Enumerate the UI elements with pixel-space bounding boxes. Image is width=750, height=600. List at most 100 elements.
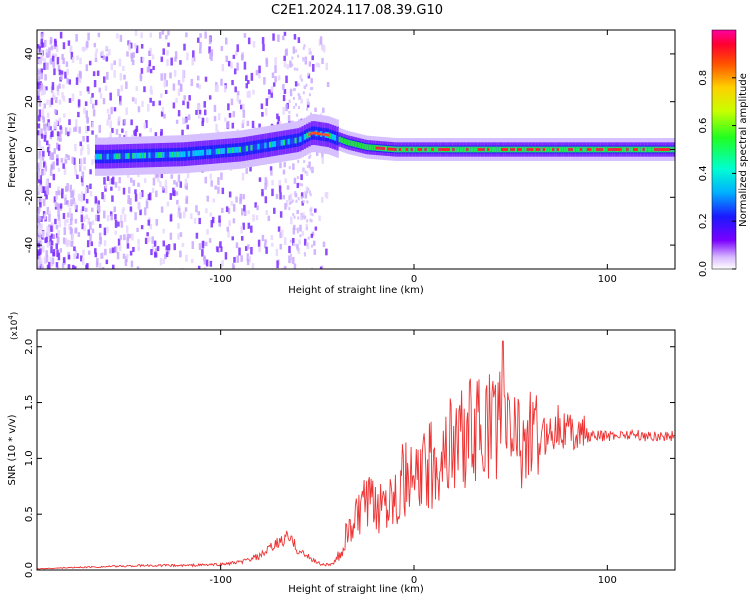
spectrogram-cell (605, 146, 608, 153)
spectrogram-noise-cell (130, 119, 133, 126)
spectrogram-noise-cell (232, 111, 236, 118)
spectrogram-noise-cell (37, 167, 40, 175)
spectrogram-noise-cell (92, 103, 95, 109)
spectrogram-noise-cell (49, 126, 52, 131)
spectrogram-noise-cell (208, 238, 212, 243)
spectrogram-noise-cell (105, 56, 108, 62)
spectrogram-noise-cell (42, 150, 45, 158)
spectrogram-noise-cell (261, 37, 265, 45)
spectrogram-noise-cell (228, 112, 232, 118)
spectrogram-cell (238, 146, 242, 153)
spectrogram-cell (231, 147, 235, 154)
spectrogram-noise-cell (270, 170, 273, 176)
spectrogram-noise-cell (52, 173, 56, 181)
spectrogram-noise-cell (303, 216, 306, 220)
spectrogram-cell (320, 132, 323, 136)
spectrogram-noise-cell (44, 130, 47, 139)
spectrogram-noise-cell (264, 196, 268, 204)
spectrogram-noise-cell (308, 161, 311, 169)
spectrogram-noise-cell (279, 162, 282, 169)
spectrogram-noise-cell (40, 68, 44, 74)
spectrogram-noise-cell (51, 130, 54, 137)
spectrogram-noise-cell (39, 162, 43, 170)
spectrogram-noise-cell (165, 245, 169, 251)
spectrogram-cell (322, 133, 325, 136)
spectrogram-noise-cell (291, 63, 294, 67)
spectrogram-noise-cell (184, 117, 187, 124)
spectrogram-noise-cell (152, 100, 155, 107)
spectrogram-noise-cell (303, 85, 306, 89)
spectrogram-noise-cell (97, 214, 100, 222)
spectrogram-cell (171, 151, 175, 158)
spectrogram-noise-cell (71, 190, 75, 198)
spectrogram-noise-cell (169, 232, 173, 240)
spectrogram-noise-cell (37, 141, 41, 148)
spectrogram-noise-cell (158, 100, 162, 106)
spectrogram-cell (593, 146, 597, 153)
spectrogram-cell (556, 148, 560, 151)
spectrogram-noise-cell (209, 173, 213, 180)
spectrogram-noise-cell (86, 268, 90, 269)
spectrogram-noise-cell (38, 84, 41, 92)
spectrogram-noise-cell (320, 197, 324, 203)
colorbar-tick-label: 0.6 (698, 118, 709, 134)
spectrogram-noise-cell (137, 245, 141, 251)
spectrogram-noise-cell (323, 45, 326, 53)
spectrogram-noise-cell (50, 246, 53, 254)
spectrogram-noise-cell (164, 253, 167, 260)
spectrogram-noise-cell (91, 93, 94, 98)
spectrogram-panel: -100 0 100 -40 -20 0 20 40 Height of straight l… (7, 29, 676, 296)
spectrogram-noise-cell (312, 63, 315, 72)
spectrogram-cell (475, 146, 479, 153)
spectrogram-noise-cell (48, 182, 51, 188)
spectrogram-noise-cell (283, 55, 286, 61)
spectrogram-noise-cell (302, 46, 305, 50)
spectrogram-cell (104, 153, 107, 160)
spectrogram-noise-cell (242, 119, 245, 124)
spectrogram-noise-cell (185, 195, 189, 204)
spectrogram-noise-cell (295, 103, 298, 107)
spectrogram-noise-cell (121, 209, 125, 215)
spectrogram-noise-cell (277, 75, 281, 81)
spectrogram-noise-cell (209, 260, 213, 267)
spectrogram-noise-cell (37, 175, 41, 184)
spectrogram-noise-cell (258, 246, 261, 253)
spectrogram-noise-cell (220, 246, 223, 252)
spectrogram-cell (234, 147, 237, 153)
spectrogram-noise-cell (87, 217, 90, 225)
spectrogram-noise-cell (77, 73, 80, 82)
spectrogram-cell (153, 152, 156, 159)
spectrogram-noise-cell (61, 54, 64, 60)
spectrogram-noise-cell (47, 125, 51, 131)
spectrogram-noise-cell (38, 227, 41, 236)
spectrogram-noise-cell (64, 194, 67, 199)
spectrogram-noise-cell (41, 263, 44, 269)
spectrogram-noise-cell (52, 249, 56, 257)
spectrogram-noise-cell (79, 141, 82, 147)
spectrogram-noise-cell (98, 87, 102, 93)
spectrogram-cell (387, 147, 390, 151)
spectrogram-noise-cell (57, 230, 60, 237)
spectrogram-noise-cell (209, 52, 212, 60)
spectrogram-noise-cell (132, 246, 135, 252)
spectrogram-noise-cell (117, 116, 121, 122)
spectrogram-noise-cell (292, 96, 295, 100)
spectrogram-cell (345, 139, 349, 145)
spectrogram-noise-cell (140, 225, 144, 230)
spectrogram-noise-cell (37, 130, 40, 137)
spectrogram-noise-cell (46, 206, 50, 215)
spectrogram-noise-cell (117, 88, 120, 97)
spectrogram-noise-cell (66, 218, 69, 223)
spectrogram-cell (552, 148, 555, 151)
spectrogram-cell (654, 148, 657, 151)
spectrogram-noise-cell (45, 250, 48, 258)
spectrogram-cell (461, 146, 465, 153)
spectrogram-cell (199, 149, 202, 156)
spectrogram-cell (507, 146, 511, 153)
spectrogram-cell (579, 148, 583, 151)
spectrogram-cell (375, 146, 379, 150)
spectrogram-noise-cell (311, 213, 314, 217)
spectrogram-cell (183, 151, 186, 158)
spectrogram-noise-cell (204, 31, 207, 39)
